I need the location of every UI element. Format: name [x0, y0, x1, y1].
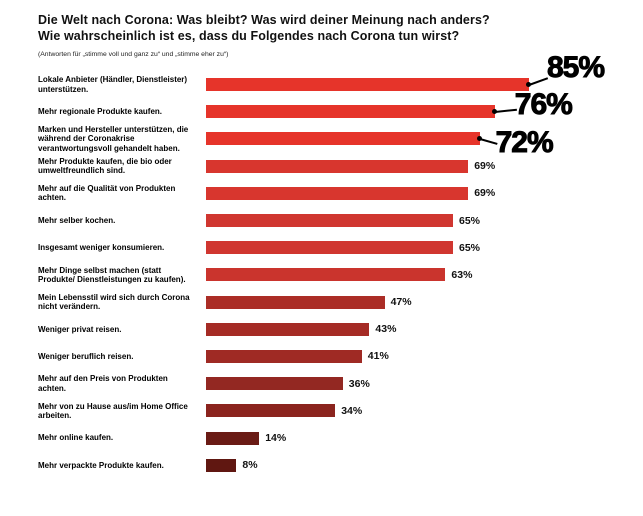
bar-area: 65% — [206, 234, 628, 261]
bar-row: Mehr Produkte kaufen, die bio oder umwel… — [38, 153, 628, 180]
bar-row: Mehr regionale Produkte kaufen. 76% — [38, 89, 628, 125]
bar — [206, 268, 446, 282]
bar — [206, 159, 469, 173]
value-label: 8% — [242, 459, 258, 472]
bar-row: Mehr verpackte Produkte kaufen. 8% — [38, 452, 628, 479]
value-label: 43% — [375, 323, 397, 336]
bar-area: 85% — [206, 52, 628, 98]
bar — [206, 322, 370, 336]
bar — [206, 295, 385, 309]
bar — [206, 458, 237, 472]
category-label: Insgesamt weniger konsumieren. — [38, 243, 165, 253]
bar-area: 41% — [206, 343, 628, 370]
callout-line — [479, 138, 498, 145]
bar — [206, 132, 480, 146]
bar-row: Mehr auf die Qualität von Produkten acht… — [38, 180, 628, 207]
bar-area: 43% — [206, 316, 628, 343]
chart-title: Die Welt nach Corona: Was bleibt? Was wi… — [38, 12, 643, 44]
bar-row: Marken und Hersteller unterstützen, die … — [38, 125, 628, 158]
value-label: 14% — [265, 432, 287, 445]
category-label: Mehr von zu Hause aus/im Home Office arb… — [38, 401, 188, 420]
value-label-large: 85% — [546, 51, 605, 84]
bar — [206, 431, 260, 445]
chart-title-line1: Die Welt nach Corona: Was bleibt? Was wi… — [38, 13, 490, 27]
bar-area: 76% — [206, 89, 628, 125]
value-label: 47% — [390, 296, 412, 309]
value-label: 36% — [348, 377, 370, 390]
bar-row: Insgesamt weniger konsumieren. 65% — [38, 234, 628, 261]
category-label: Weniger beruflich reisen. — [38, 351, 134, 361]
bar — [206, 186, 469, 200]
bar-chart: Lokale Anbieter (Händler, Dienstleister)… — [38, 52, 628, 479]
bar — [206, 105, 495, 119]
category-label: Mehr online kaufen. — [38, 433, 114, 443]
value-label: 65% — [459, 241, 481, 254]
bar-row: Mehr selber kochen. 65% — [38, 207, 628, 234]
bar-area: 69% — [206, 180, 628, 207]
category-label: Lokale Anbieter (Händler, Dienstleister)… — [38, 75, 188, 94]
chart-title-line2: Wie wahrscheinlich ist es, dass du Folge… — [38, 29, 460, 43]
callout-dot-icon — [526, 82, 531, 88]
category-label: Mehr auf die Qualität von Produkten acht… — [38, 184, 176, 203]
callout-dot-icon — [491, 109, 497, 115]
bar-row: Mehr Dinge selbst machen (statt Produkte… — [38, 261, 628, 288]
category-label: Marken und Hersteller unterstützen, die … — [38, 125, 189, 153]
bar — [206, 349, 362, 363]
value-label-large: 76% — [514, 88, 573, 122]
value-label: 65% — [459, 214, 481, 227]
bar-area: 65% — [206, 207, 628, 234]
bar-row: Mehr von zu Hause aus/im Home Office arb… — [38, 397, 628, 424]
value-label: 69% — [474, 187, 496, 200]
chart-subtitle: (Antworten für „stimme voll und ganz zu“… — [38, 51, 229, 58]
bar — [206, 78, 529, 92]
category-label: Mehr Dinge selbst machen (statt Produkte… — [38, 265, 186, 284]
bar-area: 8% — [206, 452, 628, 479]
bar — [206, 241, 453, 255]
value-label: 63% — [451, 268, 473, 281]
bar-row: Weniger beruflich reisen. 41% — [38, 343, 628, 370]
bar-area: 14% — [206, 424, 628, 451]
bar-row: Lokale Anbieter (Händler, Dienstleister)… — [38, 52, 628, 98]
value-label: 69% — [474, 160, 496, 173]
bar — [206, 214, 453, 228]
category-label: Mehr auf den Preis von Produkten achten. — [38, 374, 168, 393]
callout-line — [528, 76, 549, 86]
callout-dot-icon — [476, 136, 482, 142]
bar-row: Mehr auf den Preis von Produkten achten.… — [38, 370, 628, 397]
bar-area: 72% — [206, 125, 628, 158]
bar-row: Mehr online kaufen. 14% — [38, 424, 628, 451]
category-label: Mehr verpackte Produkte kaufen. — [38, 460, 164, 470]
bar-row: Weniger privat reisen. 43% — [38, 316, 628, 343]
bar — [206, 404, 336, 418]
category-label: Mehr Produkte kaufen, die bio oder umwel… — [38, 156, 172, 176]
value-label: 34% — [341, 404, 363, 417]
category-label: Mehr selber kochen. — [38, 215, 116, 225]
value-label: 41% — [367, 350, 389, 363]
bar — [206, 377, 343, 391]
bar-area: 47% — [206, 289, 628, 316]
value-label-large: 72% — [495, 126, 554, 160]
bar-area: 69% — [206, 153, 628, 180]
bar-area: 63% — [206, 261, 628, 288]
bar-area: 36% — [206, 370, 628, 397]
category-label: Weniger privat reisen. — [38, 324, 122, 334]
bar-row: Mein Lebensstil wird sich durch Corona n… — [38, 289, 628, 316]
bar-area: 34% — [206, 397, 628, 424]
category-label: Mehr regionale Produkte kaufen. — [38, 107, 163, 117]
category-label: Mein Lebensstil wird sich durch Corona n… — [38, 292, 190, 312]
callout-line — [494, 108, 517, 113]
